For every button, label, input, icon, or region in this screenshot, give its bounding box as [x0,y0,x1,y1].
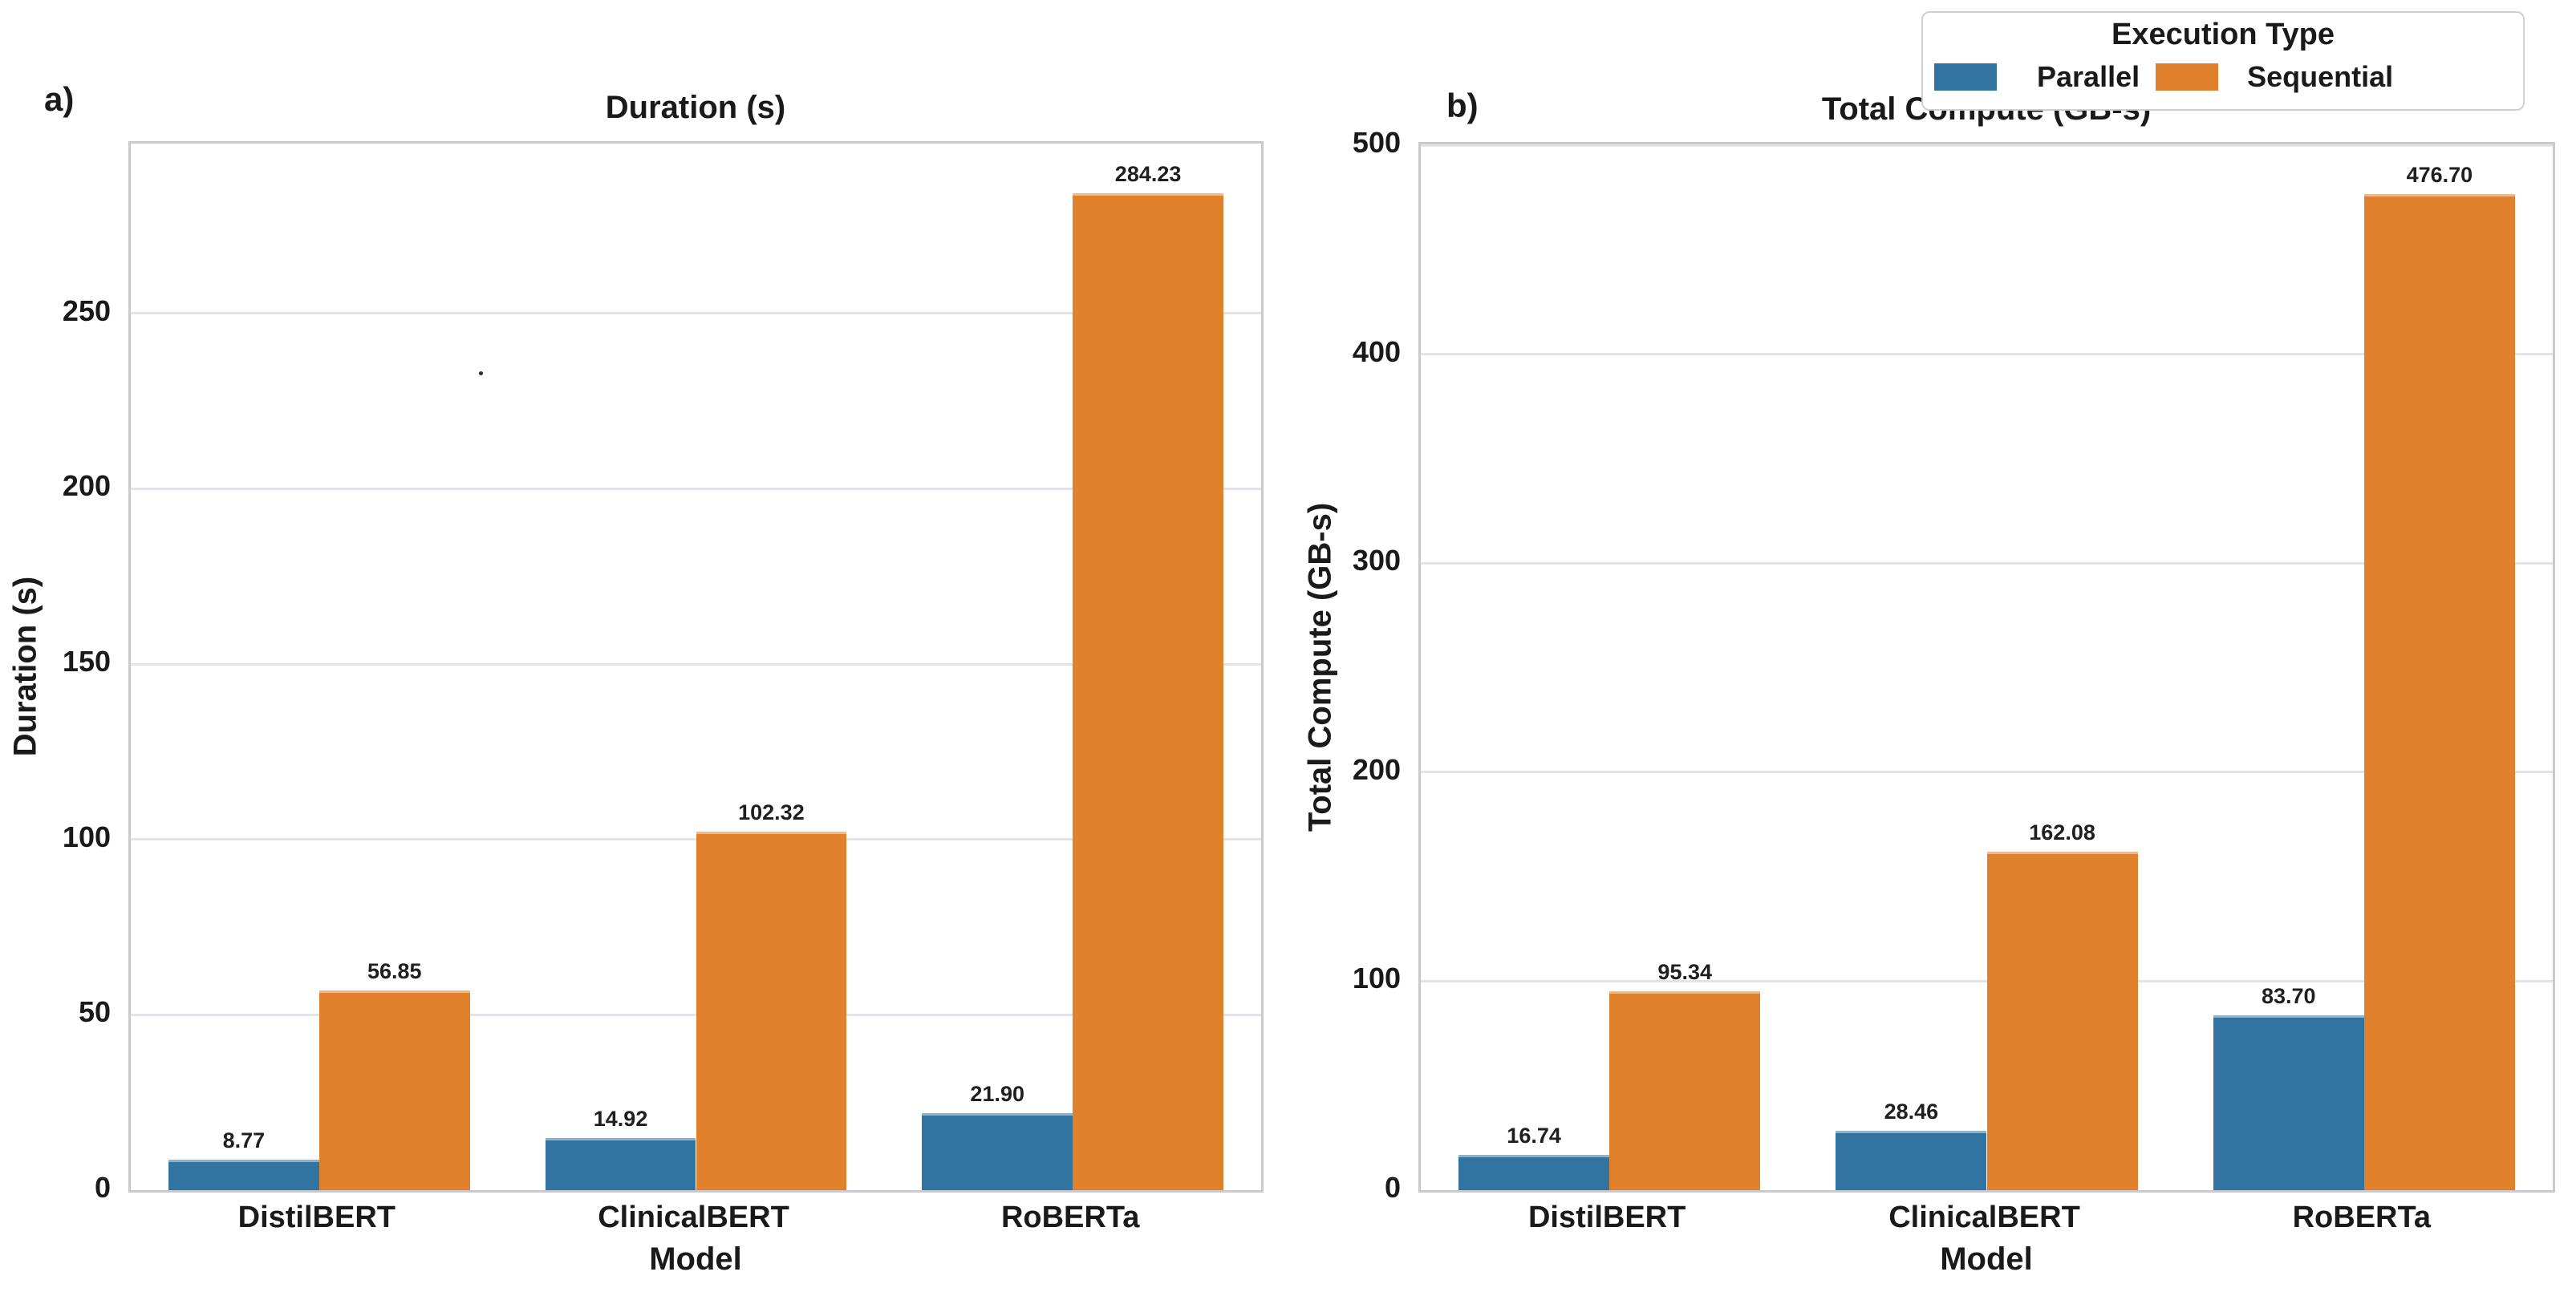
y-tick-label: 100 [62,820,111,853]
bar-sequential-distilbert [318,990,470,1190]
bar-parallel-clinicalbert [545,1137,696,1190]
bar-value-label: 8.77 [222,1128,266,1152]
y-tick-label: 100 [1352,962,1401,995]
gridline [131,312,1261,315]
bar-parallel-roberta [922,1113,1073,1190]
sequential-swatch-icon [2156,63,2219,91]
y-tick-label: 150 [62,645,111,678]
chart-title-duration: Duration (s) [605,90,786,125]
gridline [1421,561,2553,565]
parallel-swatch-icon [1934,63,1997,91]
bar-sequential-distilbert [1609,990,1761,1190]
y-tick-label: 250 [62,294,111,327]
x-axis-label-model-a: Model [649,1241,742,1277]
bar-parallel-clinicalbert [1836,1130,1987,1190]
bar-value-label: 476.70 [2406,163,2473,188]
y-tick-label: 200 [62,469,111,503]
y-tick-label: 50 [78,995,111,1029]
y-tick-label: 0 [1384,1171,1401,1204]
bar-parallel-distilbert [168,1159,319,1190]
bar-value-label: 28.46 [1884,1099,1939,1124]
y-tick-label: 200 [1352,752,1401,786]
plot-area-total-compute: 16.74 28.46 83.70 95.34 162.08 476.70 [1418,142,2555,1193]
bar-sequential-clinicalbert [696,831,847,1190]
panel-letter-a: a) [44,80,75,118]
legend-title: Execution Type [2111,18,2335,51]
legend: Execution Type Parallel Sequential [1921,11,2525,111]
x-tick-label-clinicalbert: ClinicalBERT [1888,1201,2080,1234]
bar-sequential-roberta [2363,194,2515,1190]
y-tick-label: 500 [1352,126,1401,160]
x-tick-label-distilbert: DistilBERT [1527,1201,1686,1234]
gridline [1421,353,2553,356]
bar-sequential-roberta [1073,192,1224,1190]
bar-value-label: 102.32 [738,800,805,824]
bar-value-label: 21.90 [970,1082,1025,1107]
bar-value-label: 14.92 [593,1106,648,1131]
gridline [131,662,1261,666]
bar-value-label: 95.34 [1657,959,1713,984]
x-tick-label-clinicalbert: ClinicalBERT [598,1201,789,1234]
bar-parallel-roberta [2213,1015,2364,1190]
bar-parallel-distilbert [1458,1155,1610,1190]
legend-label-parallel: Parallel [2037,60,2140,93]
y-tick-label: 300 [1352,544,1401,577]
stray-dot-artifact [479,371,483,375]
bar-value-label: 284.23 [1114,161,1182,186]
x-tick-label-roberta: RoBERTa [2292,1201,2432,1234]
gridline [1421,144,2553,147]
bar-value-label: 56.85 [367,959,422,984]
gridline [131,487,1261,490]
legend-items: Parallel Sequential [1923,60,2523,94]
legend-item-sequential: Sequential [2156,60,2393,94]
y-tick-label: 400 [1352,334,1401,368]
panel-letter-b: b) [1446,87,1479,124]
plot-area-duration: 8.77 14.92 21.90 56.85 102.32 284.23 [128,141,1264,1193]
bar-value-label: 16.74 [1507,1124,1561,1148]
y-tick-label: 0 [94,1171,111,1204]
legend-item-parallel: Parallel [1934,60,2140,94]
bar-value-label: 162.08 [2029,820,2095,844]
x-tick-label-distilbert: DistilBERT [237,1201,396,1234]
legend-label-sequential: Sequential [2247,60,2394,93]
bar-value-label: 83.70 [2261,983,2316,1008]
x-axis-label-model-b: Model [1940,1241,2033,1277]
gridline [1421,771,2553,774]
x-tick-label-roberta: RoBERTa [1000,1201,1140,1234]
bar-sequential-clinicalbert [1986,851,2138,1190]
